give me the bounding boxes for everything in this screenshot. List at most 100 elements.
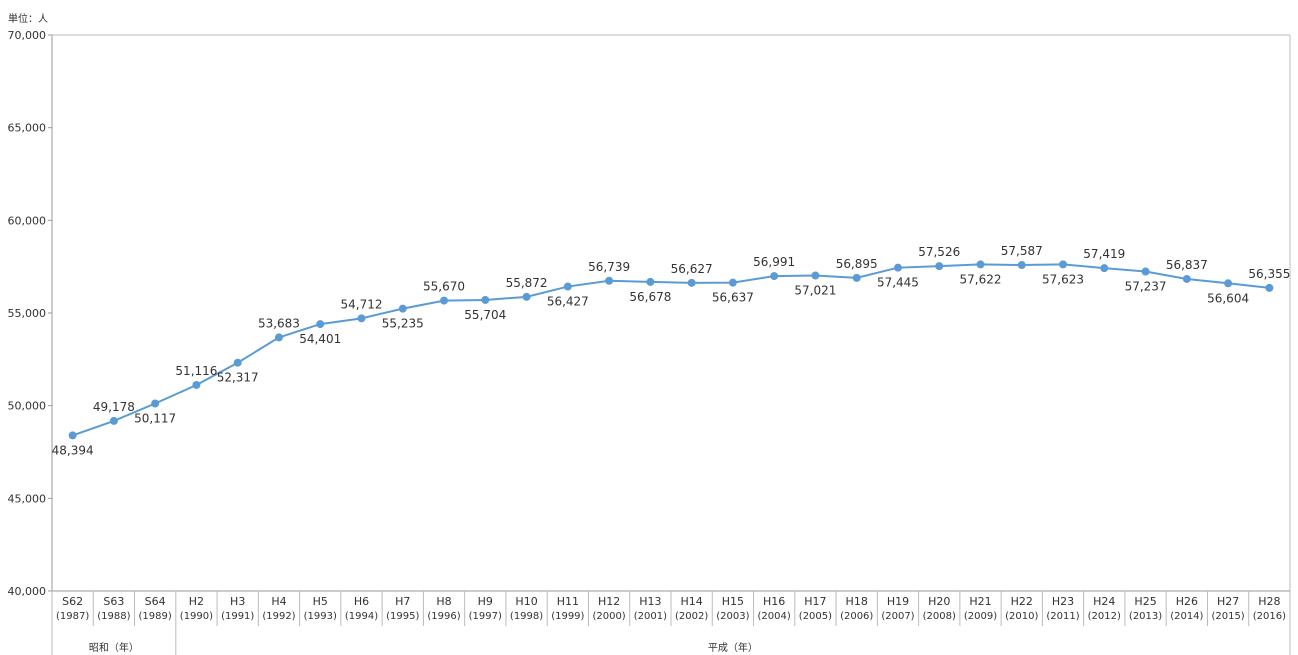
data-point <box>1182 274 1191 283</box>
x-tick-year-label: (1997) <box>469 611 502 622</box>
data-point <box>605 276 614 285</box>
x-tick-era-label: S62 <box>62 595 83 608</box>
y-tick-label: 40,000 <box>8 585 47 598</box>
x-tick-year-label: (1995) <box>386 611 419 622</box>
data-label: 54,712 <box>341 297 383 311</box>
x-tick-era-label: H25 <box>1134 595 1156 608</box>
data-point <box>522 292 531 301</box>
x-tick-year-label: (2012) <box>1088 611 1121 622</box>
x-tick-era-label: H23 <box>1052 595 1074 608</box>
x-tick-year-label: (2014) <box>1170 611 1203 622</box>
data-label: 56,678 <box>629 290 671 304</box>
x-tick-era-label: S63 <box>103 595 124 608</box>
x-tick-year-label: (2000) <box>592 611 625 622</box>
data-label: 57,237 <box>1125 280 1167 294</box>
data-label: 55,670 <box>423 280 465 294</box>
x-tick-era-label: H12 <box>598 595 620 608</box>
x-tick-year-label: (2010) <box>1005 611 1038 622</box>
data-label: 56,355 <box>1248 267 1290 281</box>
x-tick-era-label: H13 <box>639 595 661 608</box>
x-tick-era-label: S64 <box>145 595 166 608</box>
data-label: 54,401 <box>299 332 341 346</box>
x-tick-year-label: (2013) <box>1129 611 1162 622</box>
data-point <box>811 271 820 280</box>
x-tick-era-label: H11 <box>557 595 579 608</box>
x-tick-year-label: (2009) <box>964 611 997 622</box>
data-label: 53,683 <box>258 316 300 330</box>
x-tick-era-label: H24 <box>1093 595 1115 608</box>
x-tick-year-label: (2015) <box>1211 611 1244 622</box>
data-point <box>233 358 242 367</box>
data-point <box>728 278 737 287</box>
x-tick-era-label: H6 <box>354 595 369 608</box>
y-tick-label: 60,000 <box>8 214 47 227</box>
data-point <box>687 278 696 287</box>
era-group-label: 平成（年） <box>708 641 758 654</box>
data-label: 57,021 <box>794 284 836 298</box>
x-tick-era-label: H21 <box>969 595 991 608</box>
data-label: 56,895 <box>836 257 878 271</box>
data-label: 49,178 <box>93 400 135 414</box>
data-point <box>1017 261 1026 270</box>
data-point <box>563 282 572 291</box>
x-tick-year-label: (1987) <box>56 611 89 622</box>
data-label: 57,526 <box>918 245 960 259</box>
data-label: 51,116 <box>175 364 217 378</box>
x-tick-era-label: H26 <box>1176 595 1198 608</box>
x-tick-era-label: H8 <box>436 595 451 608</box>
x-tick-era-label: H16 <box>763 595 785 608</box>
x-tick-era-label: H7 <box>395 595 410 608</box>
data-label: 56,427 <box>547 295 589 309</box>
x-tick-year-label: (1990) <box>180 611 213 622</box>
data-point <box>1141 267 1150 276</box>
x-tick-year-label: (1992) <box>262 611 295 622</box>
x-tick-era-label: H15 <box>722 595 744 608</box>
data-point <box>1265 283 1274 292</box>
data-point <box>192 380 201 389</box>
data-label: 55,872 <box>506 276 548 290</box>
x-tick-era-label: H9 <box>478 595 493 608</box>
x-tick-era-label: H17 <box>804 595 826 608</box>
x-tick-era-label: H18 <box>846 595 868 608</box>
x-tick-year-label: (1998) <box>510 611 543 622</box>
data-point <box>976 260 985 269</box>
data-label: 50,117 <box>134 411 176 425</box>
x-tick-year-label: (1999) <box>551 611 584 622</box>
data-label: 56,637 <box>712 291 754 305</box>
x-tick-year-label: (2001) <box>634 611 667 622</box>
x-tick-era-label: H5 <box>313 595 328 608</box>
data-point <box>893 263 902 272</box>
x-tick-era-label: H14 <box>680 595 702 608</box>
x-tick-year-label: (1991) <box>221 611 254 622</box>
data-point <box>770 272 779 281</box>
x-tick-year-label: (2003) <box>716 611 749 622</box>
x-tick-year-label: (2008) <box>923 611 956 622</box>
data-point <box>481 295 490 304</box>
x-tick-era-label: H2 <box>189 595 204 608</box>
data-label: 55,235 <box>382 317 424 331</box>
data-point <box>151 399 160 408</box>
data-label: 56,604 <box>1207 291 1249 305</box>
data-label: 48,394 <box>52 443 94 457</box>
x-tick-era-label: H22 <box>1011 595 1033 608</box>
data-label: 56,739 <box>588 260 630 274</box>
data-label: 57,419 <box>1083 247 1125 261</box>
unit-label: 単位：人 <box>8 14 48 25</box>
x-tick-era-label: H27 <box>1217 595 1239 608</box>
x-tick-era-label: H19 <box>887 595 909 608</box>
x-tick-era-label: H10 <box>515 595 537 608</box>
data-label: 52,317 <box>217 371 259 385</box>
data-point <box>1100 264 1109 273</box>
data-point <box>935 262 944 271</box>
data-point <box>109 416 118 425</box>
era-group-label: 昭和（年） <box>89 641 139 654</box>
y-tick-label: 45,000 <box>8 492 47 505</box>
y-tick-label: 65,000 <box>8 122 47 135</box>
x-tick-year-label: (1994) <box>345 611 378 622</box>
data-point <box>68 431 77 440</box>
x-tick-year-label: (1988) <box>97 611 130 622</box>
x-tick-year-label: (1989) <box>139 611 172 622</box>
x-tick-year-label: (2004) <box>758 611 791 622</box>
data-label: 56,991 <box>753 255 795 269</box>
data-point <box>1059 260 1068 269</box>
